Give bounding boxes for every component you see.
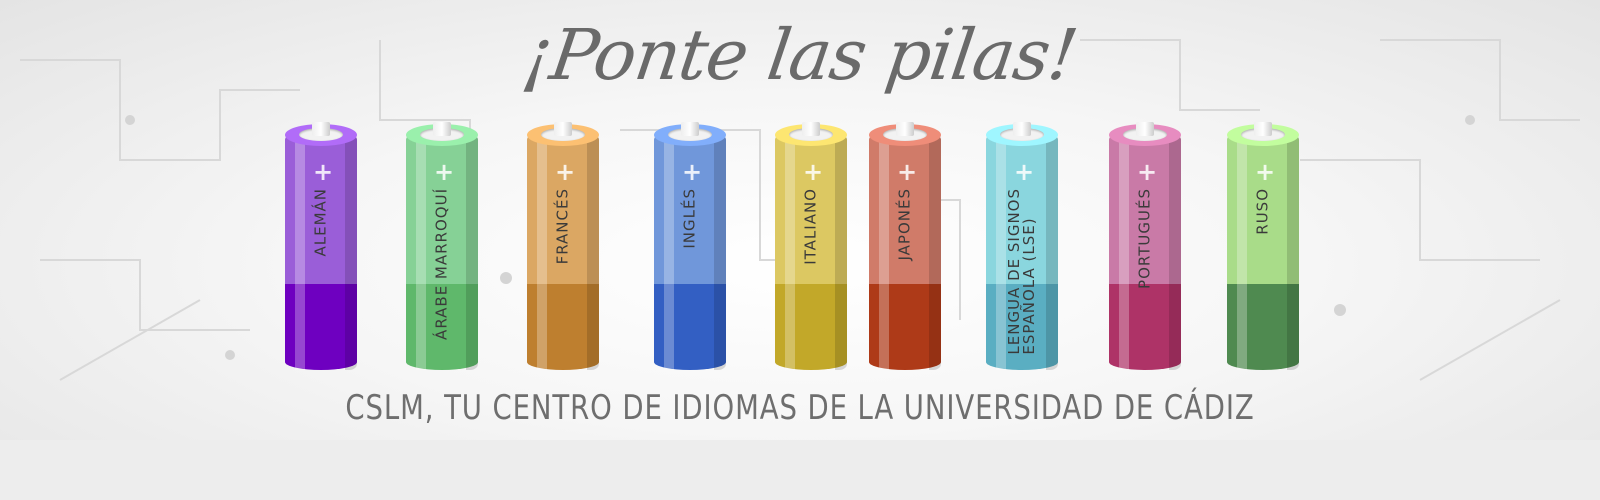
headline: ¡Ponte las pilas!: [518, 14, 1082, 96]
battery-label: RUSO: [1253, 188, 1272, 235]
plus-icon: +: [434, 158, 455, 186]
battery-label: LENGUA DE SIGNOS ESPAÑOLA (LSE): [1005, 188, 1038, 355]
plus-icon: +: [682, 158, 703, 186]
battery-árabe-marroquí: + ÁRABE MARROQUÍ: [406, 118, 478, 372]
banner: ¡Ponte las pilas! + ALEMÁN + ÁRABE MARRO…: [0, 0, 1600, 440]
battery-ruso: + RUSO: [1227, 118, 1299, 372]
battery-terminal: [312, 122, 330, 136]
battery-label: FRANCÉS: [553, 188, 572, 265]
battery-japonés: + JAPONÉS: [869, 118, 941, 372]
battery-label-line: ALEMÁN: [311, 188, 330, 257]
battery-label-line: ÁRABE MARROQUÍ: [432, 188, 451, 340]
battery-alemán: + ALEMÁN: [285, 118, 357, 372]
battery-label: JAPONÉS: [895, 188, 914, 261]
battery-terminal: [1136, 122, 1154, 136]
plus-icon: +: [1014, 158, 1035, 186]
battery-italiano: + ITALIANO: [775, 118, 847, 372]
battery-terminal: [554, 122, 572, 136]
battery-label-line: FRANCÉS: [553, 188, 572, 265]
circuit-background: [20, 39, 1580, 381]
plus-icon: +: [897, 158, 918, 186]
battery-label-line: ESPAÑOLA (LSE): [1020, 217, 1038, 355]
battery-terminal: [1254, 122, 1272, 136]
plus-icon: +: [803, 158, 824, 186]
plus-icon: +: [313, 158, 334, 186]
battery-label: INGLÉS: [680, 188, 699, 249]
battery-label-line: JAPONÉS: [895, 188, 914, 261]
battery-terminal: [896, 122, 914, 136]
battery-label: ÁRABE MARROQUÍ: [432, 188, 451, 340]
battery-portugués: + PORTUGUÉS: [1109, 118, 1181, 372]
battery-francés: + FRANCÉS: [527, 118, 599, 372]
battery-label-line: RUSO: [1253, 188, 1272, 235]
battery-label: PORTUGUÉS: [1135, 188, 1154, 289]
battery-terminal: [1013, 122, 1031, 136]
battery-label: ALEMÁN: [311, 188, 330, 257]
battery-label-line: PORTUGUÉS: [1135, 188, 1154, 289]
battery-terminal: [433, 122, 451, 136]
battery-label-line: INGLÉS: [680, 188, 699, 249]
battery-terminal: [681, 122, 699, 136]
battery-terminal: [802, 122, 820, 136]
tagline: CSLM, TU CENTRO DE IDIOMAS DE LA UNIVERS…: [345, 388, 1255, 428]
battery-label: ITALIANO: [801, 188, 820, 265]
battery-inglés: + INGLÉS: [654, 118, 726, 372]
plus-icon: +: [555, 158, 576, 186]
plus-icon: +: [1137, 158, 1158, 186]
plus-icon: +: [1255, 158, 1276, 186]
battery-lengua-de-signos-española-lse-: + LENGUA DE SIGNOS ESPAÑOLA (LSE): [986, 118, 1058, 372]
battery-label-line: ITALIANO: [801, 188, 820, 265]
